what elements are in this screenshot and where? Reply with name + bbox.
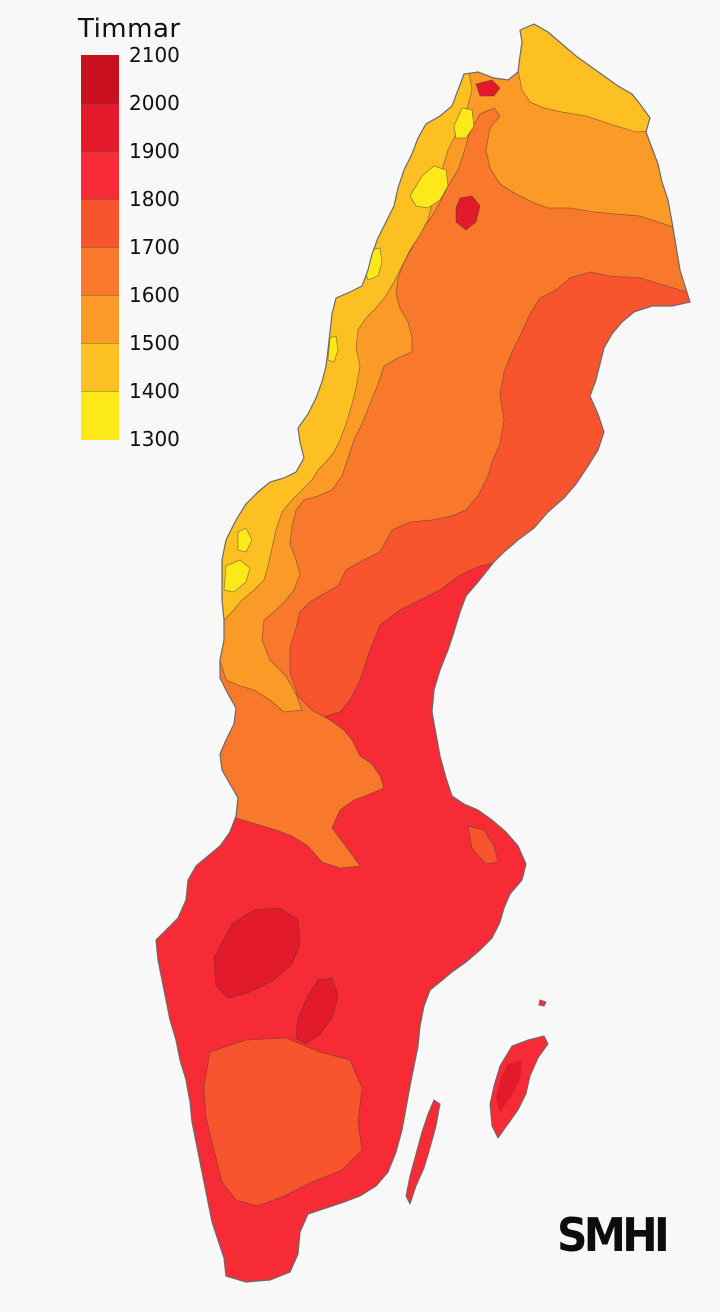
legend-label: 1800 [129, 187, 180, 211]
legend-swatch [81, 151, 119, 200]
oland-island [405, 1099, 441, 1206]
legend-swatch [81, 199, 119, 248]
legend-label: 1600 [129, 283, 180, 307]
legend-label: 2000 [129, 91, 180, 115]
legend-label: 1300 [129, 427, 180, 451]
small-island [538, 999, 547, 1007]
legend-swatch [81, 103, 119, 152]
gotland-island [489, 1035, 549, 1139]
legend-title: Timmar [78, 14, 181, 44]
legend-swatch [81, 247, 119, 296]
gotland-inner-zone [496, 1060, 522, 1112]
legend-label: 2100 [129, 43, 180, 67]
legend-label: 1400 [129, 379, 180, 403]
legend-swatch [81, 391, 119, 440]
legend-color-scale [81, 55, 119, 440]
legend-label: 1700 [129, 235, 180, 259]
legend-label: 1900 [129, 139, 180, 163]
legend-swatch [81, 343, 119, 392]
smhi-logo: SMHI [557, 1208, 670, 1262]
legend-swatch [81, 55, 119, 103]
legend-swatch [81, 295, 119, 344]
legend-label: 1500 [129, 331, 180, 355]
